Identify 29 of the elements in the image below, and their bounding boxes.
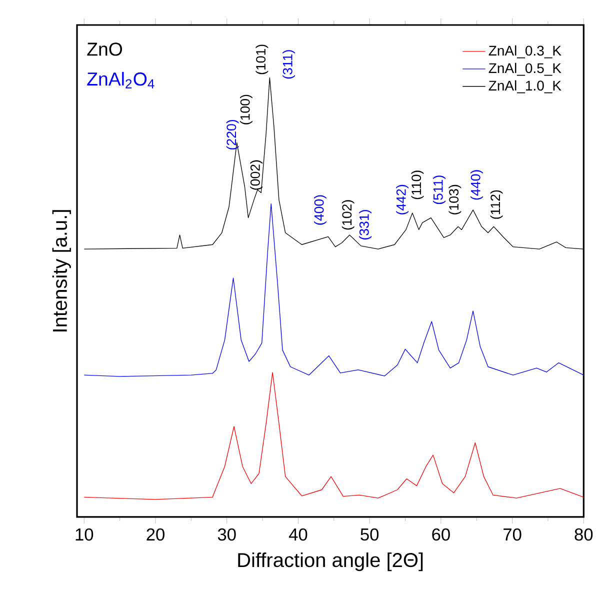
x-tick-label: 10 [76, 528, 94, 541]
text: ZnO [87, 42, 122, 56]
annotation: (002) [250, 160, 263, 190]
x-axis-title: Diffraction angle [2Θ] [238, 552, 423, 572]
annotation: (112) [490, 190, 503, 219]
annotation: ZnAl$_{2}$O$_{4}$ [87, 72, 154, 88]
annotation: (400) [314, 195, 326, 225]
annotation: (331) [359, 210, 372, 240]
annotation: (100) [240, 94, 252, 124]
annotation: (442) [396, 184, 408, 214]
y-axis-title: Intensity [a.u.] [52, 210, 71, 332]
x-tick-label: 20 [146, 528, 164, 541]
annotation: (440) [470, 170, 483, 200]
x-tick-label: 50 [360, 528, 379, 541]
annotation: (311) [282, 50, 295, 79]
annotation: (511) [433, 176, 446, 204]
annotation: (110) [411, 170, 424, 200]
x-tick-label: 30 [218, 528, 236, 541]
legend-label: ZnAl_0.3_K [488, 45, 562, 58]
text: (101) [256, 44, 268, 74]
legend-label: ZnAl_0.5_K [488, 62, 562, 76]
legend-label: ZnAl_1.0_K [488, 80, 562, 94]
x-tick-label: 40 [288, 528, 308, 541]
annotation: (102) [342, 200, 354, 230]
x-tick-label: 80 [574, 528, 593, 541]
x-tick-label: 70 [504, 528, 522, 541]
annotation: (220) [226, 120, 239, 150]
annotation: (103) [448, 184, 462, 214]
x-tick-label: 60 [432, 528, 450, 541]
